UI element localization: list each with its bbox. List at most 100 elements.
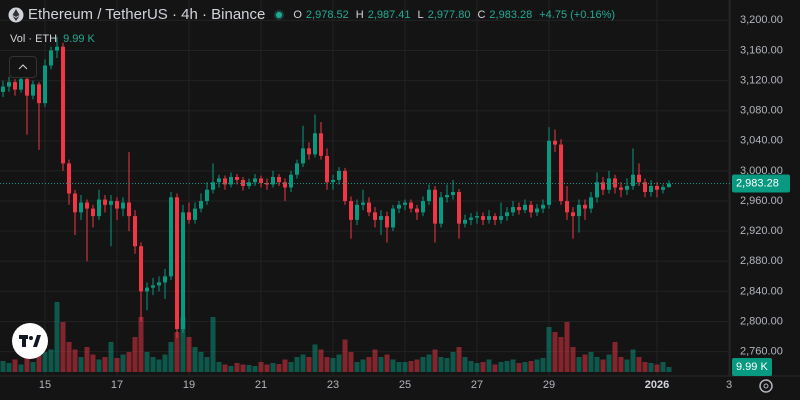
candle-body (517, 207, 521, 211)
y-tick-label: 2,800.00 (740, 315, 783, 327)
volume-bar (456, 347, 462, 372)
volume-bar (210, 317, 216, 372)
candle-body (157, 282, 161, 286)
volume-bar (534, 359, 540, 372)
price-tag-label: 2,983.28 (736, 177, 779, 189)
volume-bar (360, 359, 366, 372)
volume-bar (324, 357, 330, 372)
volume-bar (300, 354, 306, 372)
candle-body (37, 84, 41, 104)
candle-body (583, 204, 587, 209)
volume-bar (60, 322, 66, 372)
l-key: L (417, 8, 424, 21)
candle-body (115, 201, 119, 209)
y-tick-label: 3,200.00 (740, 14, 783, 26)
x-tick-label: 19 (183, 379, 195, 391)
volume-bar (414, 359, 420, 372)
candle-body (1, 86, 5, 92)
volume-bar (588, 352, 594, 372)
candle-body (337, 170, 341, 180)
x-tick-label: 17 (111, 379, 123, 391)
c-key: C (477, 8, 486, 21)
volume-bar (468, 361, 474, 372)
candle-body (79, 202, 83, 213)
candle-body (145, 287, 149, 292)
candle-body (253, 178, 257, 183)
tv-logo[interactable] (12, 323, 48, 359)
volume-tag (732, 358, 772, 377)
logo-mark (19, 335, 41, 347)
candle-body (301, 148, 305, 164)
y-tick-label: 3,080.00 (740, 105, 783, 117)
candle-body (169, 197, 173, 277)
volume-bar (462, 357, 468, 372)
candle-body (643, 182, 647, 193)
candle-body (403, 202, 407, 205)
candle-body (571, 212, 575, 217)
volume-bar (564, 322, 570, 372)
candle-body (307, 148, 311, 155)
candle-body (379, 216, 383, 220)
candle-body (649, 185, 653, 193)
candle-body (325, 155, 329, 183)
candle-body (565, 201, 569, 213)
candle-body (229, 176, 233, 185)
y-tick-label: 2,760.00 (740, 346, 783, 358)
candle-body (61, 46, 65, 164)
volume-bar (486, 359, 492, 372)
volume-bar (606, 354, 612, 372)
candle-body (535, 208, 539, 213)
volume-bar (150, 357, 156, 372)
candle-body (205, 189, 209, 202)
volume-bar (18, 364, 24, 372)
candle-body (667, 183, 671, 188)
volume-bar (276, 364, 282, 372)
candle-body (349, 201, 353, 220)
y-tick-label: 2,840.00 (740, 285, 783, 297)
candle-body (43, 65, 47, 104)
volume-bar (516, 363, 522, 372)
candle-body (97, 199, 101, 217)
candle-body (367, 202, 371, 213)
volume-bar (168, 342, 174, 372)
candle-body (637, 174, 641, 183)
volume-bar (480, 362, 486, 372)
candle-body (259, 178, 263, 183)
candle-body (511, 207, 515, 213)
candle-body (355, 204, 359, 220)
volume-bar (96, 359, 102, 372)
volume-bar (384, 354, 390, 372)
volume-bar (570, 347, 576, 372)
volume-bar (240, 364, 246, 372)
volume-bar (540, 358, 546, 372)
candle-body (19, 79, 23, 90)
volume-bar (6, 363, 12, 372)
volume-bar (432, 349, 438, 372)
candle-body (283, 182, 287, 188)
volume-bar (24, 357, 30, 372)
candle-body (55, 46, 59, 51)
candle-body (25, 79, 29, 96)
candle-body (463, 219, 467, 224)
volume-tag-label: 9.99 K (736, 361, 768, 373)
candle-body (175, 197, 179, 330)
volume-bar (528, 361, 534, 372)
candle-body (319, 133, 323, 156)
symbol[interactable]: Ethereum / TetherUS · 4h · Binance (28, 6, 266, 23)
volume-bar (396, 362, 402, 372)
candle-body (607, 178, 611, 190)
volume-bar (522, 362, 528, 372)
candle-body (577, 204, 581, 217)
volume-bar (216, 362, 222, 372)
y-tick-label: 3,040.00 (740, 135, 783, 147)
settings-icon[interactable] (757, 377, 775, 395)
volume-bar (618, 357, 624, 372)
y-tick-label: 2,880.00 (740, 255, 783, 267)
volume-bar (204, 357, 210, 372)
collapse-button[interactable] (9, 56, 37, 78)
volume-bar (114, 358, 120, 372)
candle-body (193, 208, 197, 220)
candle-body (295, 163, 299, 175)
candle-body (559, 144, 563, 202)
